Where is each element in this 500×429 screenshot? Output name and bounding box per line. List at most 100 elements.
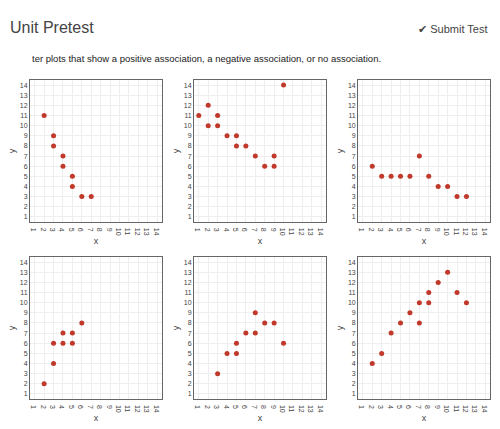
svg-text:7: 7 xyxy=(415,228,422,232)
svg-text:7: 7 xyxy=(415,405,422,409)
svg-text:3: 3 xyxy=(377,228,384,232)
svg-text:2: 2 xyxy=(188,380,192,387)
svg-text:9: 9 xyxy=(106,405,113,409)
svg-text:13: 13 xyxy=(184,269,192,276)
svg-text:Unit Pretest: Unit Pretest xyxy=(10,19,94,36)
svg-text:9: 9 xyxy=(270,228,277,232)
svg-text:9: 9 xyxy=(188,132,192,139)
svg-text:12: 12 xyxy=(298,228,305,236)
svg-text:13: 13 xyxy=(471,405,478,413)
svg-text:9: 9 xyxy=(352,309,356,316)
svg-text:2: 2 xyxy=(24,203,28,210)
svg-text:11: 11 xyxy=(348,289,355,296)
svg-text:8: 8 xyxy=(424,405,431,409)
svg-text:2: 2 xyxy=(204,228,211,232)
svg-text:12: 12 xyxy=(134,405,141,413)
svg-text:8: 8 xyxy=(188,142,192,149)
svg-text:11: 11 xyxy=(453,228,460,235)
svg-text:4: 4 xyxy=(24,360,28,367)
svg-text:14: 14 xyxy=(184,82,192,89)
svg-text:1: 1 xyxy=(188,213,192,220)
svg-text:10: 10 xyxy=(115,405,122,413)
svg-text:13: 13 xyxy=(20,92,28,99)
svg-text:4: 4 xyxy=(352,183,356,190)
svg-text:8: 8 xyxy=(96,228,103,232)
svg-text:y: y xyxy=(7,325,17,330)
svg-text:7: 7 xyxy=(87,228,94,232)
svg-text:12: 12 xyxy=(20,102,28,109)
svg-text:10: 10 xyxy=(443,228,450,236)
svg-text:13: 13 xyxy=(348,269,356,276)
svg-text:5: 5 xyxy=(188,173,192,180)
svg-text:5: 5 xyxy=(232,228,239,232)
svg-text:7: 7 xyxy=(251,228,258,232)
svg-text:9: 9 xyxy=(352,132,356,139)
svg-text:1: 1 xyxy=(30,228,37,232)
svg-text:x: x xyxy=(94,413,99,423)
svg-text:3: 3 xyxy=(377,405,384,409)
svg-text:8: 8 xyxy=(260,228,267,232)
svg-text:12: 12 xyxy=(184,102,192,109)
svg-text:x: x xyxy=(422,413,427,423)
svg-text:10: 10 xyxy=(443,405,450,413)
svg-text:10: 10 xyxy=(348,122,356,129)
svg-text:11: 11 xyxy=(453,405,460,412)
svg-text:14: 14 xyxy=(481,405,488,413)
svg-text:2: 2 xyxy=(368,405,375,409)
svg-text:14: 14 xyxy=(20,82,28,89)
svg-text:7: 7 xyxy=(188,153,192,160)
svg-text:6: 6 xyxy=(77,405,84,409)
svg-text:1: 1 xyxy=(358,228,365,232)
svg-text:1: 1 xyxy=(358,405,365,409)
svg-text:5: 5 xyxy=(24,350,28,357)
svg-text:4: 4 xyxy=(188,183,192,190)
svg-text:ter plots that show a positive: ter plots that show a positive associati… xyxy=(32,53,381,64)
svg-text:2: 2 xyxy=(188,203,192,210)
svg-text:6: 6 xyxy=(241,228,248,232)
svg-text:13: 13 xyxy=(307,405,314,413)
svg-text:y: y xyxy=(335,148,345,153)
svg-text:3: 3 xyxy=(49,228,56,232)
svg-text:10: 10 xyxy=(20,299,28,306)
svg-text:6: 6 xyxy=(405,405,412,409)
svg-text:6: 6 xyxy=(188,163,192,170)
svg-text:8: 8 xyxy=(424,228,431,232)
svg-text:14: 14 xyxy=(348,82,356,89)
svg-text:4: 4 xyxy=(387,405,394,409)
svg-text:6: 6 xyxy=(77,228,84,232)
svg-text:x: x xyxy=(94,236,99,246)
svg-text:5: 5 xyxy=(68,405,75,409)
svg-text:5: 5 xyxy=(396,405,403,409)
svg-text:3: 3 xyxy=(24,370,28,377)
svg-text:7: 7 xyxy=(24,153,28,160)
svg-text:8: 8 xyxy=(352,319,356,326)
svg-text:3: 3 xyxy=(213,228,220,232)
svg-text:6: 6 xyxy=(241,405,248,409)
svg-text:9: 9 xyxy=(188,309,192,316)
svg-text:3: 3 xyxy=(24,193,28,200)
svg-text:14: 14 xyxy=(348,259,356,266)
svg-text:13: 13 xyxy=(143,405,150,413)
svg-text:4: 4 xyxy=(387,228,394,232)
svg-text:10: 10 xyxy=(348,299,356,306)
svg-text:6: 6 xyxy=(24,340,28,347)
svg-text:12: 12 xyxy=(134,228,141,236)
svg-text:11: 11 xyxy=(20,112,27,119)
svg-text:x: x xyxy=(422,236,427,246)
svg-text:14: 14 xyxy=(317,405,324,413)
svg-text:1: 1 xyxy=(352,390,356,397)
svg-text:1: 1 xyxy=(194,228,201,232)
svg-text:14: 14 xyxy=(184,259,192,266)
svg-text:5: 5 xyxy=(232,405,239,409)
svg-text:4: 4 xyxy=(188,360,192,367)
svg-text:12: 12 xyxy=(20,279,28,286)
svg-text:5: 5 xyxy=(68,228,75,232)
svg-text:12: 12 xyxy=(184,279,192,286)
svg-text:14: 14 xyxy=(317,228,324,236)
svg-text:13: 13 xyxy=(471,228,478,236)
svg-text:12: 12 xyxy=(462,405,469,413)
svg-text:3: 3 xyxy=(213,405,220,409)
svg-text:3: 3 xyxy=(188,370,192,377)
svg-text:14: 14 xyxy=(153,405,160,413)
svg-text:14: 14 xyxy=(481,228,488,236)
